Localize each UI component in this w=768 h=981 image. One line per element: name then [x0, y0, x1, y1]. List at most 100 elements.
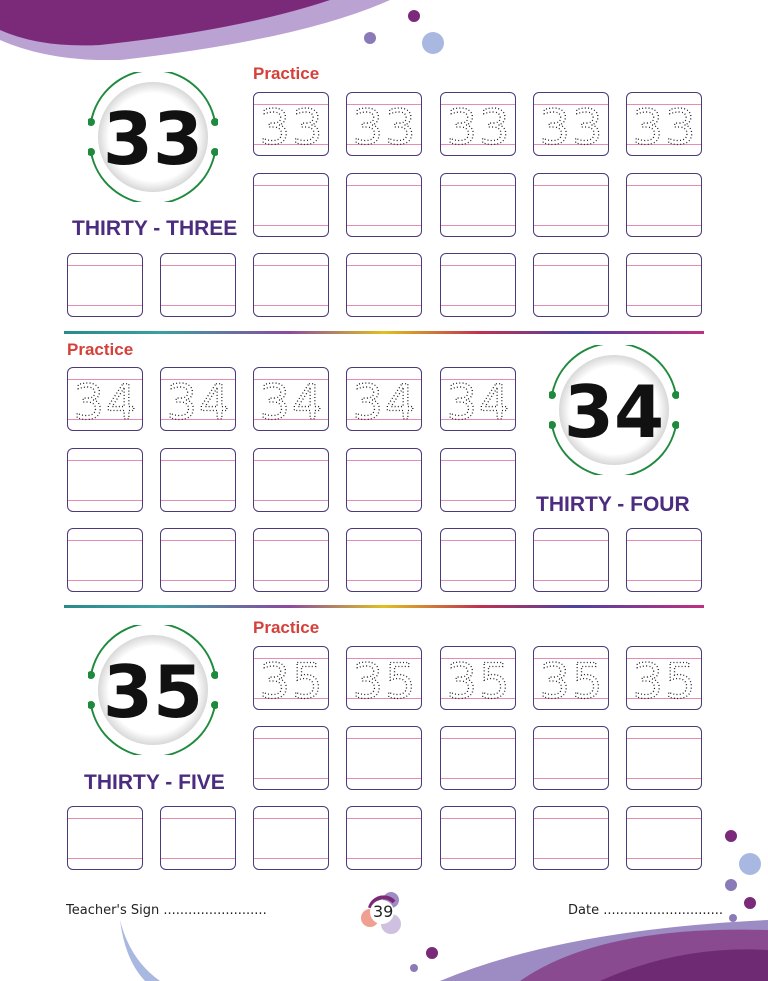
dotted-number: 33 — [446, 99, 510, 156]
guide-line — [68, 379, 142, 380]
writing-box[interactable] — [160, 448, 236, 512]
guide-line — [68, 540, 142, 541]
guide-line — [441, 305, 515, 306]
guide-line — [347, 580, 421, 581]
dotted-number: 34 — [259, 374, 324, 431]
tracing-box[interactable]: 33 — [626, 92, 702, 157]
tracing-box[interactable]: 33 — [346, 92, 422, 157]
writing-box[interactable] — [533, 806, 609, 870]
writing-box[interactable] — [160, 806, 236, 870]
tracing-box[interactable]: 35 — [253, 646, 329, 711]
guide-line — [254, 460, 328, 461]
guide-line — [68, 500, 142, 501]
writing-box[interactable] — [346, 726, 422, 790]
tracing-box[interactable]: 34 — [346, 367, 422, 432]
writing-box[interactable] — [67, 448, 143, 512]
writing-box[interactable] — [440, 448, 516, 512]
guide-line — [254, 580, 328, 581]
guide-line — [534, 658, 608, 659]
writing-box[interactable] — [626, 528, 702, 592]
writing-box[interactable] — [67, 806, 143, 870]
guide-line — [68, 305, 142, 306]
svg-text:34: 34 — [259, 375, 324, 431]
guide-line — [627, 738, 701, 739]
writing-box[interactable] — [533, 528, 609, 592]
dotted-number: 35 — [539, 653, 604, 710]
guide-line — [627, 144, 701, 145]
writing-box[interactable] — [253, 726, 329, 790]
writing-box[interactable] — [440, 253, 516, 317]
writing-box[interactable] — [626, 726, 702, 790]
guide-line — [347, 305, 421, 306]
guide-line — [161, 265, 235, 266]
writing-box[interactable] — [346, 528, 422, 592]
guide-line — [441, 580, 515, 581]
guide-line — [534, 738, 608, 739]
writing-box[interactable] — [533, 173, 609, 237]
writing-box[interactable] — [533, 726, 609, 790]
writing-box[interactable] — [346, 448, 422, 512]
writing-box[interactable] — [440, 806, 516, 870]
writing-box[interactable] — [440, 528, 516, 592]
svg-text:34: 34 — [352, 375, 417, 431]
writing-box[interactable] — [346, 253, 422, 317]
writing-box[interactable] — [626, 806, 702, 870]
guide-line — [441, 658, 515, 659]
tracing-box[interactable]: 33 — [253, 92, 329, 157]
writing-box[interactable] — [253, 253, 329, 317]
dotted-number: 35 — [632, 653, 696, 710]
tracing-box[interactable]: 34 — [253, 367, 329, 432]
guide-line — [441, 104, 515, 105]
writing-box[interactable] — [67, 253, 143, 317]
practice-label: Practice — [253, 618, 320, 637]
writing-box[interactable] — [440, 726, 516, 790]
writing-box[interactable] — [160, 528, 236, 592]
writing-box[interactable] — [160, 253, 236, 317]
writing-box[interactable] — [253, 448, 329, 512]
writing-box[interactable] — [626, 253, 702, 317]
tracing-box[interactable]: 35 — [440, 646, 516, 711]
writing-box[interactable] — [253, 528, 329, 592]
number-badge: 33 — [88, 72, 218, 202]
tracing-box[interactable]: 35 — [533, 646, 609, 711]
tracing-box[interactable]: 34 — [160, 367, 236, 432]
writing-box[interactable] — [253, 806, 329, 870]
guide-line — [627, 540, 701, 541]
writing-box[interactable] — [67, 528, 143, 592]
tracing-box[interactable]: 33 — [533, 92, 609, 157]
guide-line — [347, 698, 421, 699]
guide-line — [254, 144, 328, 145]
guide-line — [161, 379, 235, 380]
writing-box[interactable] — [440, 173, 516, 237]
writing-box[interactable] — [533, 253, 609, 317]
tracing-box[interactable]: 35 — [346, 646, 422, 711]
guide-line — [347, 185, 421, 186]
tracing-box[interactable]: 34 — [440, 367, 516, 432]
svg-text:34: 34 — [446, 375, 511, 431]
dotted-number: 33 — [259, 99, 324, 156]
tracing-box[interactable]: 34 — [67, 367, 143, 432]
guide-line — [254, 500, 328, 501]
guide-line — [161, 460, 235, 461]
guide-line — [254, 658, 328, 659]
guide-line — [627, 104, 701, 105]
svg-text:33: 33 — [259, 100, 324, 156]
guide-line — [627, 858, 701, 859]
writing-box[interactable] — [253, 173, 329, 237]
guide-line — [254, 265, 328, 266]
tracing-box[interactable]: 35 — [626, 646, 702, 711]
guide-line — [627, 185, 701, 186]
guide-line — [347, 104, 421, 105]
tracing-box[interactable]: 33 — [440, 92, 516, 157]
svg-text:35: 35 — [539, 654, 604, 710]
svg-text:34: 34 — [73, 375, 138, 431]
guide-line — [347, 265, 421, 266]
guide-line — [534, 185, 608, 186]
guide-line — [254, 185, 328, 186]
writing-box[interactable] — [626, 173, 702, 237]
writing-box[interactable] — [346, 806, 422, 870]
guide-line — [441, 818, 515, 819]
writing-box[interactable] — [346, 173, 422, 237]
number-word: THIRTY - FIVE — [84, 771, 225, 794]
